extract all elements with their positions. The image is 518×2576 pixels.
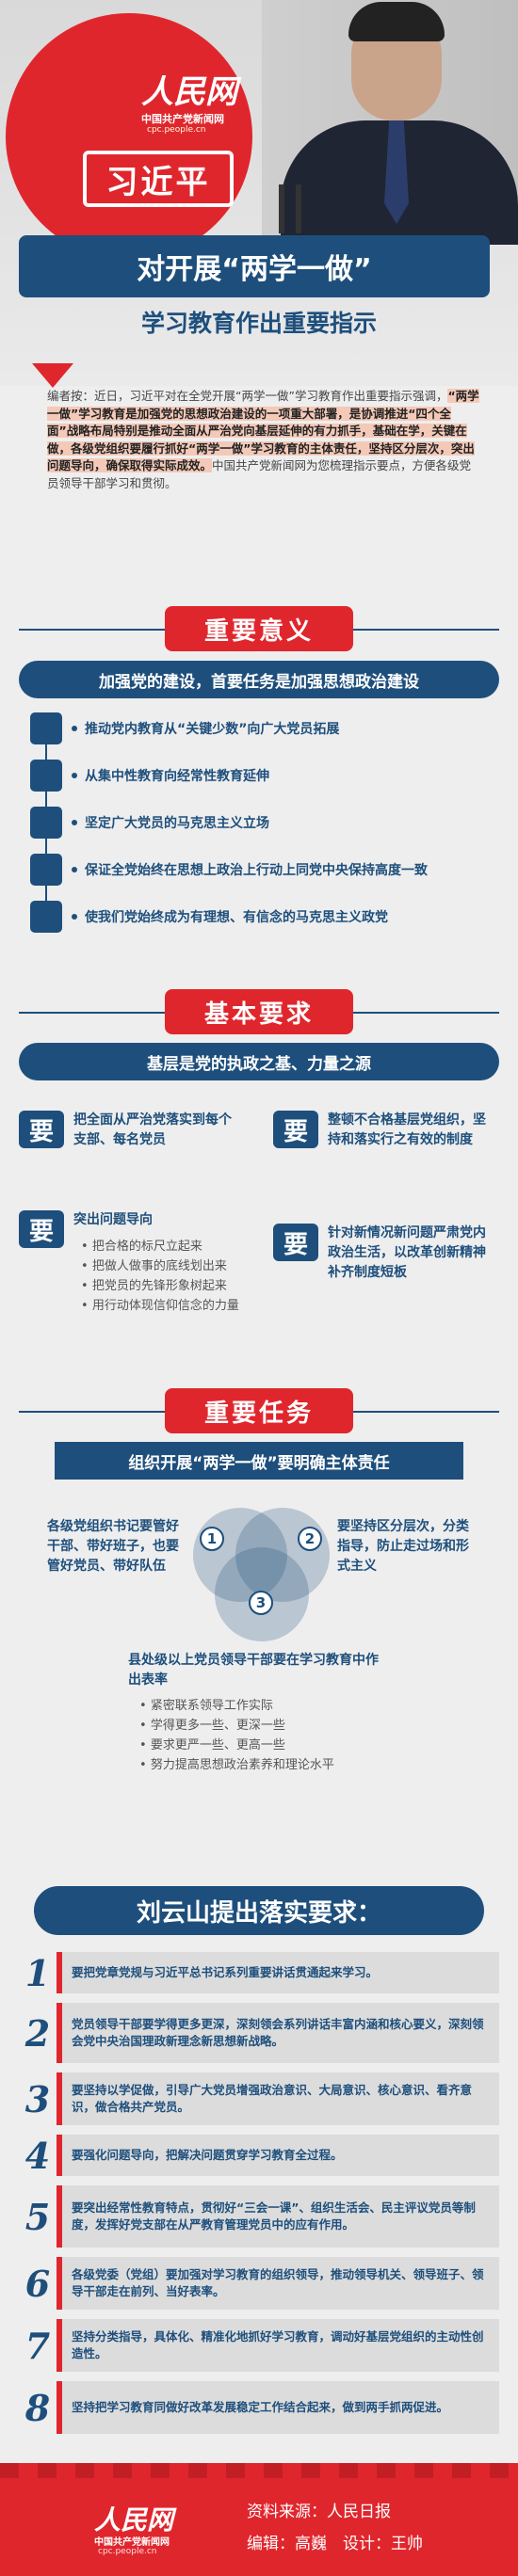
- arrow-icon: [30, 760, 62, 792]
- list-item: 7 坚持分类指导，具体化、精准化地抓好学习教育，调动好基层党组织的主动性创造性。: [19, 2319, 499, 2372]
- footer-stripe: [0, 2463, 518, 2478]
- podium-icon: [30, 901, 62, 933]
- person-icon: [30, 807, 62, 839]
- task-number: 2: [298, 1527, 322, 1551]
- requirement-bullets: • 把合格的标尺立起来 • 把做人做事的底线划出来 • 把党员的先锋形象树起来 …: [81, 1240, 239, 1313]
- requirement-text: 整顿不合格基层党组织，坚持和落实行之有效的制度: [328, 1112, 486, 1147]
- name-title: 习近平: [83, 151, 234, 207]
- list-item: 6 各级党委（党组）要加强对学习教育的组织领导，推动领导机关、领导班子、领导干部…: [19, 2257, 499, 2310]
- list-item: 4 要强化问题导向，把解决问题贯穿学习教育全过程。: [19, 2135, 499, 2177]
- logo-url: cpc.people.cn: [147, 125, 206, 135]
- requirement-text: 突出问题导向: [73, 1212, 153, 1227]
- requirement-badge: 要: [273, 1224, 318, 1261]
- list-item: 使我们党始终成为有理想、有信念的马克思主义政党: [30, 896, 501, 937]
- section-title-tasks: 重要任务: [165, 1388, 353, 1433]
- task-text: 各级党组织书记要管好干部、带好班子，也要管好党员、带好队伍: [47, 1519, 179, 1574]
- note-outro: 中国共产党新闻网为您梳理指示要点，方便各级党员领导干部学习和贯彻。: [47, 458, 472, 490]
- bubble-tail: [32, 363, 73, 388]
- subtitle: 学习教育作出重要指示: [140, 310, 377, 337]
- logo: 人民网: [141, 73, 237, 111]
- editor-note: 编者按：近日，习近平对在全党开展“两学一做”学习教育作出重要指示强调，“两学一做…: [47, 388, 480, 492]
- task-number: 1: [200, 1527, 224, 1551]
- list-item: 保证全党始终在思想上政治上行动上同党中央保持高度一致: [30, 849, 501, 890]
- requirement-badge: 要: [19, 1111, 64, 1148]
- list-item: 从集中性教育向经常性教育延伸: [30, 755, 501, 796]
- list-item: 2 党员领导干部要学得更多更深，深刻领会系列讲话丰富内涵和核心要义，深刻领会党中…: [19, 2003, 499, 2063]
- venn-circle: [193, 1508, 287, 1602]
- section-title-requirements: 基本要求: [165, 989, 353, 1034]
- requirements-banner: 基层是党的执政之基、力量之源: [19, 1043, 499, 1080]
- list-item: 8 坚持把学习教育同做好改革发展稳定工作结合起来，做到两手抓两促进。: [19, 2381, 499, 2434]
- footer-logo: 人民网: [94, 2504, 174, 2536]
- list-item: 5 要突出经常性教育特点，贯彻好“三会一课”、组织生活会、民主评议党员等制度，发…: [19, 2185, 499, 2248]
- source-text: 资料来源：人民日报: [247, 2503, 391, 2521]
- footer-logo-url: cpc.people.cn: [98, 2547, 157, 2556]
- requirement-badge: 要: [273, 1111, 318, 1148]
- logo-subtitle: 中国共产党新闻网: [141, 113, 224, 125]
- note-intro: 编者按：近日，习近平对在全党开展“两学一做”学习教育作出重要指示强调，: [47, 389, 448, 403]
- list-item: 坚定广大党员的马克思主义立场: [30, 802, 501, 843]
- section-title-significance: 重要意义: [165, 606, 353, 651]
- check-icon: [30, 854, 62, 886]
- list-item: 3 要坚持以学促做，引导广大党员增强政治意识、大局意识、核心意识、看齐意识，做合…: [19, 2072, 499, 2125]
- task-number: 3: [249, 1591, 273, 1615]
- people-icon: [30, 712, 62, 744]
- credit-text: 编辑：高巍 设计：王帅: [247, 2535, 423, 2553]
- list-item: 1 要把党章党规与习近平总书记系列重要讲话贯通起来学习。: [19, 1952, 499, 1994]
- requirement-text: 把全面从严治党落实到每个支部、每名党员: [73, 1112, 232, 1147]
- footer-logo-subtitle: 中国共产党新闻网: [94, 2537, 170, 2548]
- header-red-circle: [6, 13, 252, 260]
- task-bullets: • 紧密联系领导工作实际 • 学得更多一些、更深一些 • 要求更严一些、更高一些…: [139, 1699, 334, 1772]
- significance-banner: 加强党的建设，首要任务是加强思想政治建设: [19, 661, 499, 698]
- requirement-text: 针对新情况新问题严肃党内政治生活，以改革创新精神补齐制度短板: [328, 1225, 486, 1280]
- task-text: 要坚持区分层次，分类指导，防止走过场和形式主义: [337, 1519, 469, 1574]
- portrait-image: [262, 0, 518, 245]
- footer: [0, 2463, 518, 2576]
- list-item: 推动党内教育从“关键少数”向广大党员拓展: [30, 708, 501, 749]
- tasks-banner: 组织开展“两学一做”要明确主体责任: [55, 1442, 463, 1480]
- requirement-badge: 要: [19, 1210, 64, 1248]
- liu-section-title: 刘云山提出落实要求：: [34, 1886, 484, 1935]
- venn-circle: [235, 1508, 330, 1602]
- main-title: 对开展“两学一做”: [19, 235, 490, 297]
- task-text: 县处级以上党员领导干部要在学习教育中作出表率: [128, 1653, 379, 1688]
